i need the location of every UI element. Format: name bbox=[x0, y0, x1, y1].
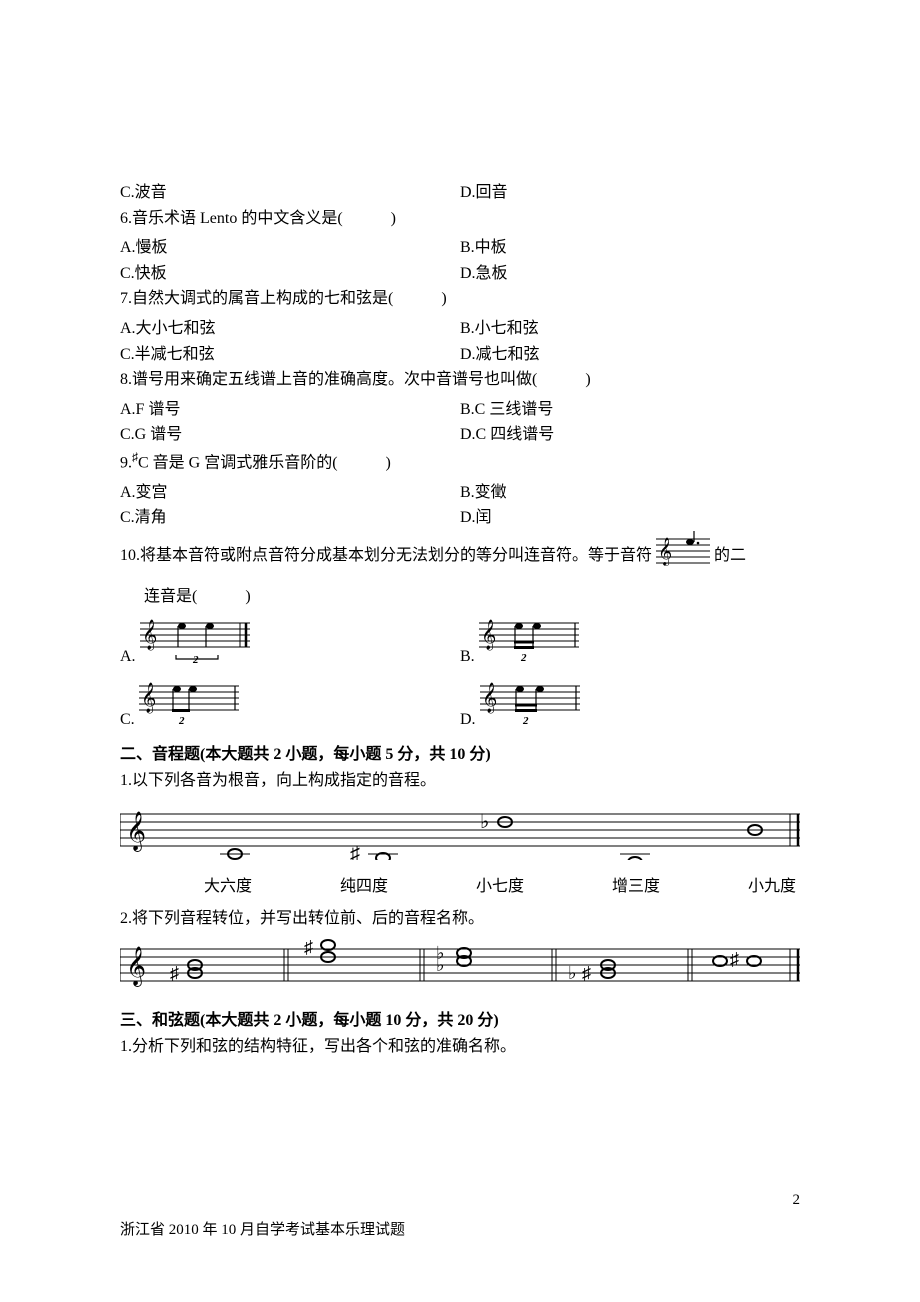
section2-q2: 2.将下列音程转位，并写出转位前、后的音程名称。 bbox=[120, 906, 800, 932]
svg-text:♯: ♯ bbox=[582, 963, 591, 983]
q8-option-c: C.G 谱号 bbox=[120, 422, 460, 448]
q9-options: A.变宫 B.变徵 C.清角 D.闰 bbox=[120, 480, 800, 531]
interval-label-2: 纯四度 bbox=[340, 874, 388, 900]
page-number: 2 bbox=[793, 1188, 801, 1212]
q9-stem: 9.♯C 音是 G 宫调式雅乐音阶的( ) bbox=[120, 448, 800, 476]
svg-text:♭: ♭ bbox=[436, 955, 445, 975]
q5-options: C.波音 D.回音 bbox=[120, 180, 800, 206]
q10-letter-a: A. bbox=[120, 644, 136, 674]
q6-option-a: A.慢板 bbox=[120, 235, 460, 261]
section2-q1: 1.以下列各音为根音，向上构成指定的音程。 bbox=[120, 768, 800, 794]
q10-letter-d: D. bbox=[460, 707, 476, 737]
q10-notation-a: 𝄞 2 bbox=[140, 613, 250, 674]
section3-q1: 1.分析下列和弦的结构特征，写出各个和弦的准确名称。 bbox=[120, 1034, 800, 1060]
q10-notation-d: 𝄞 2 bbox=[480, 676, 580, 737]
svg-text:♯: ♯ bbox=[304, 937, 313, 957]
q10-options-row1: A. 𝄞 2 B. bbox=[120, 613, 800, 674]
q10-option-c: C. 𝄞 2 bbox=[120, 676, 460, 737]
q9-option-c: C.清角 bbox=[120, 505, 460, 531]
svg-text:♭: ♭ bbox=[480, 811, 489, 833]
q5-option-c: C.波音 bbox=[120, 180, 460, 206]
section2-q1-staff: 𝄞 ♯ ♭ bbox=[120, 800, 800, 869]
q7-option-d: D.减七和弦 bbox=[460, 342, 800, 368]
svg-text:𝄞: 𝄞 bbox=[142, 619, 157, 651]
q9-option-d: D.闰 bbox=[460, 505, 800, 531]
svg-text:♯: ♯ bbox=[350, 843, 360, 860]
q8-option-d: D.C 四线谱号 bbox=[460, 422, 800, 448]
page-footer: 浙江省 2010 年 10 月自学考试基本乐理试题 bbox=[120, 1218, 800, 1242]
section2-q2-staff: 𝄞 ♯ ♯ ♭ ♭ ♭ ♯ ♯ bbox=[120, 937, 800, 1002]
q6-option-b: B.中板 bbox=[460, 235, 800, 261]
svg-text:2: 2 bbox=[178, 715, 185, 727]
section2-head: 二、音程题(本大题共 2 小题，每小题 5 分，共 10 分) bbox=[120, 742, 800, 768]
q6-stem: 6.音乐术语 Lento 的中文含义是( ) bbox=[120, 206, 800, 232]
svg-text:♭: ♭ bbox=[568, 963, 577, 983]
q8-option-b: B.C 三线谱号 bbox=[460, 397, 800, 423]
q9-stem-prefix: 9. bbox=[120, 454, 132, 471]
svg-text:♯: ♯ bbox=[730, 949, 739, 969]
section2-q1-labels: 大六度 纯四度 小七度 增三度 小九度 bbox=[160, 874, 840, 900]
q9-stem-rest: C 音是 G 宫调式雅乐音阶的( ) bbox=[138, 454, 391, 471]
q7-option-a: A.大小七和弦 bbox=[120, 316, 460, 342]
section3-head: 三、和弦题(本大题共 2 小题，每小题 10 分，共 20 分) bbox=[120, 1008, 800, 1034]
q10-stem-line2: 连音是( ) bbox=[120, 584, 800, 610]
svg-text:𝄞: 𝄞 bbox=[126, 947, 146, 987]
interval-label-4: 增三度 bbox=[612, 874, 660, 900]
q10-notation-b: 𝄞 2 bbox=[479, 613, 579, 674]
q10-stem-text2: 的二 bbox=[714, 543, 746, 569]
svg-text:𝄞: 𝄞 bbox=[141, 682, 156, 714]
q8-stem: 8.谱号用来确定五线谱上音的准确高度。次中音谱号也叫做( ) bbox=[120, 367, 800, 393]
svg-text:𝄞: 𝄞 bbox=[658, 538, 672, 566]
q6-option-c: C.快板 bbox=[120, 261, 460, 287]
q10-option-a: A. 𝄞 2 bbox=[120, 613, 460, 674]
q6-options: A.慢板 B.中板 C.快板 D.急板 bbox=[120, 235, 800, 286]
svg-text:2: 2 bbox=[522, 715, 529, 727]
q8-option-a: A.F 谱号 bbox=[120, 397, 460, 423]
svg-text:2: 2 bbox=[520, 652, 527, 664]
q7-stem: 7.自然大调式的属音上构成的七和弦是( ) bbox=[120, 286, 800, 312]
q10-options-row2: C. 𝄞 2 D. bbox=[120, 676, 800, 737]
q5-option-d: D.回音 bbox=[460, 180, 800, 206]
svg-text:2: 2 bbox=[192, 654, 199, 665]
q10-stem-notation: 𝄞 bbox=[656, 531, 710, 580]
svg-text:♯: ♯ bbox=[170, 963, 179, 983]
q10-option-d: D. 𝄞 2 bbox=[460, 676, 800, 737]
q8-options: A.F 谱号 B.C 三线谱号 C.G 谱号 D.C 四线谱号 bbox=[120, 397, 800, 448]
q10-notation-c: 𝄞 2 bbox=[139, 676, 239, 737]
svg-text:𝄞: 𝄞 bbox=[482, 682, 497, 714]
exam-page: C.波音 D.回音 6.音乐术语 Lento 的中文含义是( ) A.慢板 B.… bbox=[0, 0, 920, 1302]
q10-stem-text1: 10.将基本音符或附点音符分成基本划分无法划分的等分叫连音符。等于音符 bbox=[120, 543, 652, 569]
q10-stem-line1: 10.将基本音符或附点音符分成基本划分无法划分的等分叫连音符。等于音符 𝄞 的二 bbox=[120, 531, 800, 580]
q10-letter-c: C. bbox=[120, 707, 135, 737]
interval-label-5: 小九度 bbox=[748, 874, 796, 900]
q6-option-d: D.急板 bbox=[460, 261, 800, 287]
interval-label-3: 小七度 bbox=[476, 874, 524, 900]
q7-options: A.大小七和弦 B.小七和弦 C.半减七和弦 D.减七和弦 bbox=[120, 316, 800, 367]
svg-text:𝄞: 𝄞 bbox=[481, 619, 496, 651]
svg-text:𝄞: 𝄞 bbox=[126, 812, 146, 852]
q10-letter-b: B. bbox=[460, 644, 475, 674]
q7-option-b: B.小七和弦 bbox=[460, 316, 800, 342]
q10-option-b: B. 𝄞 2 bbox=[460, 613, 800, 674]
q9-option-b: B.变徵 bbox=[460, 480, 800, 506]
q9-option-a: A.变宫 bbox=[120, 480, 460, 506]
interval-label-1: 大六度 bbox=[204, 874, 252, 900]
q7-option-c: C.半减七和弦 bbox=[120, 342, 460, 368]
